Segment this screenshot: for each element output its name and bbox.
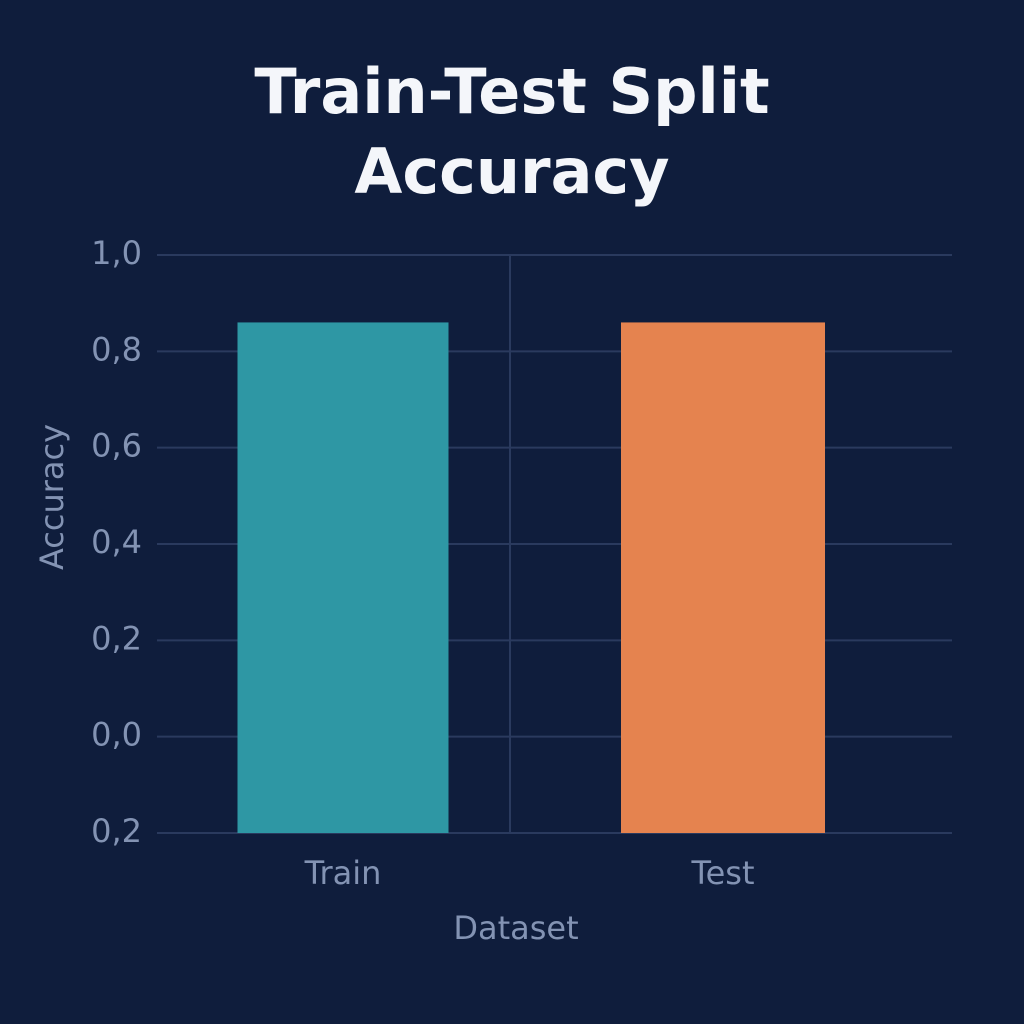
y-tick-label: 0,6 [91,427,142,465]
x-axis-label: Dataset [453,909,578,947]
y-tick-label: 0,2 [91,812,142,850]
bar [621,322,825,833]
y-tick-label: 0,0 [91,716,142,754]
y-tick-label: 0,2 [91,619,142,657]
chart-title: Train-Test Split Accuracy [254,55,770,208]
bar [237,322,449,833]
x-tick-label: Test [690,854,754,892]
y-tick-label: 1,0 [91,234,142,272]
y-tick-label: 0,8 [91,330,142,368]
y-axis-label: Accuracy [33,424,71,570]
x-tick-label: Train [304,854,382,892]
y-tick-label: 0,4 [91,523,142,561]
